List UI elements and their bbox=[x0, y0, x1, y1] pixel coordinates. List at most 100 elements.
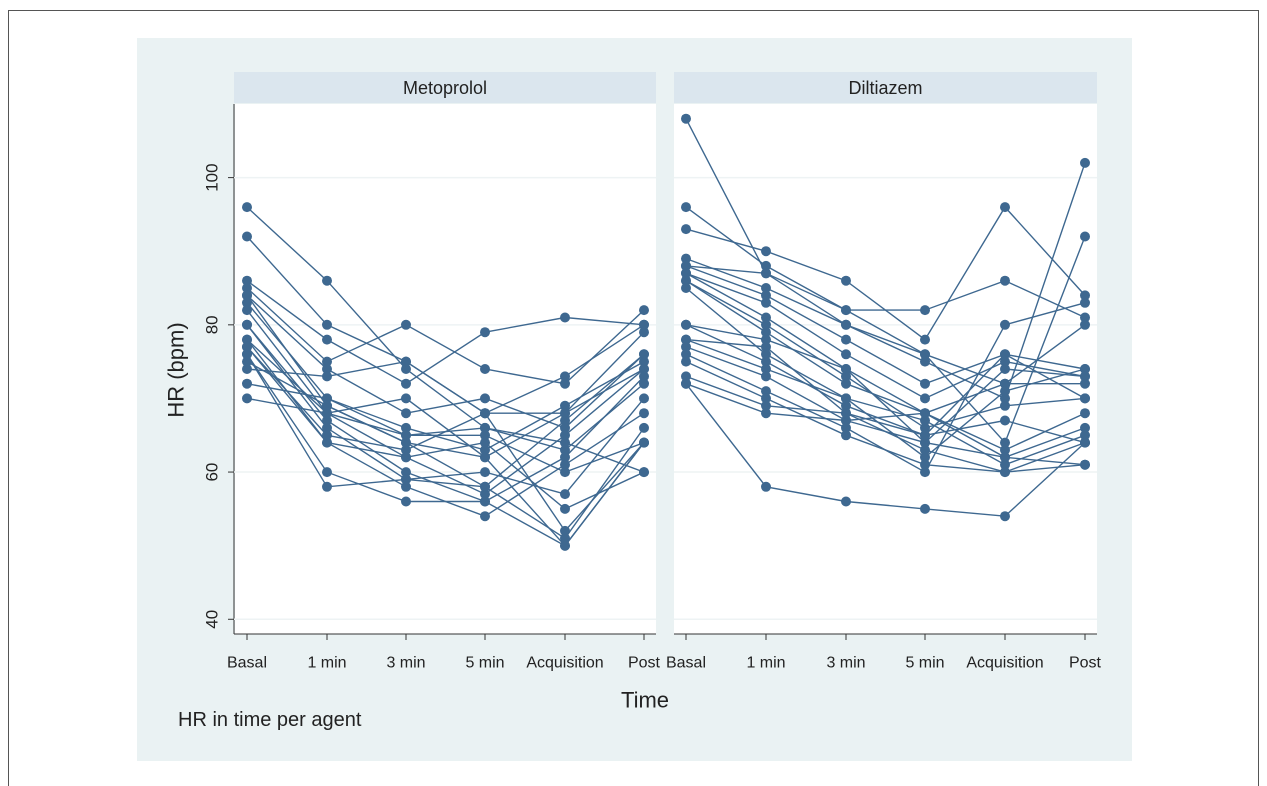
data-point bbox=[480, 327, 490, 338]
data-point bbox=[761, 290, 771, 301]
data-point bbox=[681, 260, 691, 271]
data-point bbox=[639, 349, 649, 360]
data-point bbox=[560, 437, 570, 448]
figure-frame bbox=[8, 10, 1259, 786]
data-point bbox=[841, 371, 851, 382]
series-line bbox=[246, 346, 645, 510]
data-point bbox=[761, 481, 771, 492]
series-line bbox=[246, 206, 645, 473]
series-line bbox=[685, 280, 1086, 451]
series-line bbox=[246, 397, 645, 547]
data-point bbox=[560, 408, 570, 419]
data-point bbox=[761, 260, 771, 271]
data-point bbox=[242, 364, 252, 374]
data-point bbox=[1000, 202, 1010, 213]
data-point bbox=[681, 334, 691, 345]
data-point bbox=[242, 378, 252, 389]
data-point bbox=[1080, 459, 1090, 470]
series-line bbox=[246, 360, 645, 414]
data-point bbox=[920, 445, 930, 455]
data-point bbox=[761, 408, 771, 419]
data-point bbox=[1000, 437, 1010, 448]
data-point bbox=[242, 356, 252, 367]
data-point bbox=[1000, 349, 1010, 360]
data-point bbox=[761, 386, 771, 397]
data-point bbox=[1080, 408, 1090, 419]
data-point bbox=[681, 224, 691, 235]
data-point bbox=[681, 349, 691, 360]
data-point bbox=[761, 246, 771, 257]
data-point bbox=[639, 371, 649, 382]
data-point bbox=[1000, 445, 1010, 455]
data-point bbox=[841, 319, 851, 330]
data-point bbox=[681, 356, 691, 367]
data-point bbox=[761, 356, 771, 367]
data-point bbox=[920, 430, 930, 441]
data-point bbox=[560, 312, 570, 323]
data-point bbox=[639, 467, 649, 478]
data-point bbox=[401, 452, 411, 463]
data-point bbox=[761, 283, 771, 293]
data-point bbox=[480, 422, 490, 433]
data-point bbox=[480, 496, 490, 507]
data-point bbox=[920, 437, 930, 448]
x-tick-label: 3 min bbox=[386, 655, 425, 672]
data-point bbox=[242, 290, 252, 301]
y-tick-label: 80 bbox=[203, 315, 222, 334]
x-tick-label: 1 min bbox=[307, 655, 346, 672]
data-point bbox=[242, 341, 252, 352]
data-point bbox=[920, 393, 930, 404]
data-point bbox=[1000, 356, 1010, 367]
data-point bbox=[560, 525, 570, 536]
data-point bbox=[639, 408, 649, 419]
data-point bbox=[322, 437, 332, 448]
data-point bbox=[920, 349, 930, 360]
data-point bbox=[1000, 467, 1010, 478]
data-point bbox=[480, 408, 490, 419]
data-point bbox=[920, 334, 930, 345]
panel-header-strip bbox=[674, 72, 1097, 103]
x-tick-label: Post bbox=[628, 655, 661, 672]
data-point bbox=[1080, 290, 1090, 301]
data-point bbox=[1000, 459, 1010, 470]
data-point bbox=[480, 445, 490, 455]
data-point bbox=[639, 327, 649, 338]
series-line bbox=[685, 287, 1086, 466]
data-point bbox=[401, 430, 411, 441]
data-point bbox=[401, 496, 411, 507]
data-point bbox=[1080, 437, 1090, 448]
data-point bbox=[322, 415, 332, 426]
data-point bbox=[1000, 511, 1010, 522]
data-point bbox=[560, 459, 570, 470]
data-point bbox=[1000, 393, 1010, 404]
data-point bbox=[639, 437, 649, 448]
x-tick-label: Acquisition bbox=[526, 655, 603, 672]
series-line bbox=[685, 360, 1086, 473]
series-line bbox=[685, 338, 1086, 459]
data-point bbox=[681, 378, 691, 389]
data-point bbox=[1000, 378, 1010, 389]
data-point bbox=[920, 378, 930, 389]
data-point bbox=[242, 202, 252, 213]
data-point bbox=[401, 378, 411, 389]
data-point bbox=[560, 371, 570, 382]
data-point bbox=[920, 467, 930, 478]
data-point bbox=[639, 422, 649, 433]
data-point bbox=[681, 113, 691, 124]
data-point bbox=[480, 489, 490, 500]
data-point bbox=[242, 275, 252, 286]
series-line bbox=[685, 383, 1086, 517]
data-point bbox=[560, 415, 570, 426]
data-point bbox=[322, 481, 332, 492]
panel-title: Diltiazem bbox=[848, 78, 922, 98]
panel-header-strip bbox=[234, 72, 656, 103]
data-point bbox=[242, 231, 252, 242]
data-point bbox=[560, 540, 570, 551]
data-point bbox=[322, 408, 332, 419]
data-point bbox=[761, 393, 771, 404]
data-point bbox=[401, 393, 411, 404]
series-line bbox=[246, 353, 645, 540]
data-point bbox=[841, 415, 851, 426]
data-point bbox=[480, 452, 490, 463]
data-point bbox=[639, 319, 649, 330]
